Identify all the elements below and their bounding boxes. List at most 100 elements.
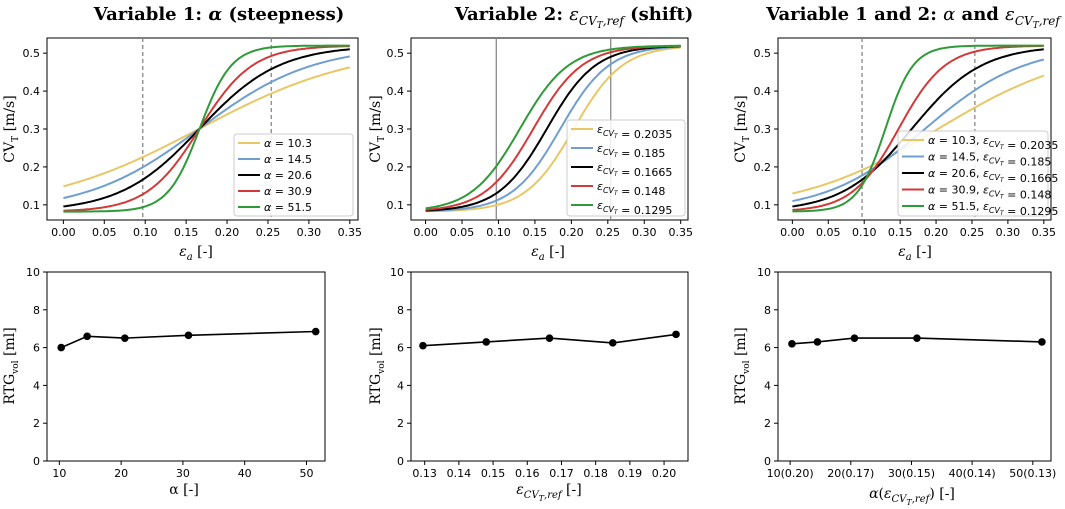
y-tick-label: 0.2 — [23, 161, 41, 174]
x-tick-label: 50 — [299, 467, 313, 480]
panel5-frame — [410, 271, 689, 462]
panel2-y-label: CVT [m/s] — [368, 95, 387, 162]
panel4-series — [57, 327, 320, 352]
rtg-point-2 — [83, 332, 91, 341]
α = 30.9, εCVT = 0.148: α = 30.9, εCVT = 0.148 — [928, 184, 1051, 202]
panel1-legend: α = 10.3 α = 14.5 α = 20.6 α = 30.9 α = 51.5 — [233, 133, 354, 217]
x-tick-label: 0.13 — [412, 467, 437, 480]
α = 30.9: α = 30.9 — [264, 185, 312, 198]
x-tick-label: 0.05 — [92, 226, 117, 239]
panel3-y-label: CVT [m/s] — [733, 95, 752, 162]
rtg-point-2 — [813, 338, 822, 346]
panel2-x-label: εa [-] — [531, 244, 565, 263]
y-tick-label: 2 — [397, 417, 404, 430]
rtg-point-1 — [788, 340, 796, 348]
x-tick-label: 0.00 — [51, 226, 76, 239]
y-tick-label: 0.4 — [387, 85, 405, 98]
α = 51.5: α = 51.5 — [264, 201, 312, 214]
y-tick-label: 8 — [764, 304, 771, 317]
x-tick-label: 0.10 — [486, 226, 511, 239]
x-tick-label: 10(0.20) — [767, 467, 814, 480]
y-tick-label: 0 — [397, 455, 404, 468]
y-tick-label: 6 — [397, 342, 404, 355]
x-tick-label: 0.30 — [996, 226, 1021, 239]
x-tick-label: 0.20 — [559, 226, 584, 239]
x-tick-label: 0.15 — [888, 226, 913, 239]
y-tick-label: 4 — [764, 379, 771, 392]
panel5-x-ticks: 0.13 0.14 0.15 0.16 0.17 0.18 0.19 0.20 — [412, 461, 676, 480]
y-tick-label: 0 — [764, 455, 771, 468]
α = 51.5, εCVT = 0.1295: α = 51.5, εCVT = 0.1295 — [928, 200, 1058, 218]
curve-series-2 — [425, 45, 681, 212]
y-tick-label: 4 — [33, 379, 40, 392]
curve-series-5 — [792, 44, 1044, 213]
y-tick-label: 0.3 — [23, 123, 41, 136]
y-tick-label: 2 — [764, 417, 771, 430]
εCVT = 0.1295: εCVT = 0.1295 — [597, 199, 672, 217]
y-tick-label: 0.4 — [754, 85, 772, 98]
α = 20.6: α = 20.6 — [264, 169, 312, 182]
panel4-y-label: RTGvol [ml] — [2, 327, 21, 404]
panel4-frame — [46, 271, 326, 462]
x-tick-label: 0.10 — [133, 226, 158, 239]
x-tick-label: 30(0.15) — [888, 467, 935, 480]
y-tick-label: 4 — [397, 379, 404, 392]
panel1-title: Variable 1: α (steepness) — [93, 4, 344, 25]
x-tick-label: 0.20 — [652, 467, 677, 480]
y-tick-label: 0.5 — [23, 47, 41, 60]
x-tick-label: 0.25 — [256, 226, 281, 239]
x-tick-label: 0.35 — [338, 226, 363, 239]
rtg-point-4 — [184, 331, 193, 340]
x-tick-label: 0.16 — [515, 467, 540, 480]
rtg-point-2 — [482, 338, 491, 346]
y-tick-label: 0 — [33, 455, 40, 468]
rtg-point-5 — [311, 327, 320, 336]
y-tick-label: 0.4 — [23, 85, 41, 98]
panel5-series — [419, 330, 680, 350]
rtg-point-1 — [57, 343, 66, 352]
panel4-y-ticks: 0 2 4 6 8 10 — [26, 266, 47, 468]
x-tick-label: 0.00 — [413, 226, 438, 239]
y-tick-label: 0.1 — [754, 199, 772, 212]
panel1-legend-box — [233, 133, 354, 217]
α = 14.5, εCVT = 0.185: α = 14.5, εCVT = 0.185 — [928, 151, 1051, 169]
panel5-x-label: εCVT,ref [-] — [516, 482, 581, 503]
panel1-y-ticks: 0.1 0.2 0.3 0.4 0.5 — [23, 47, 47, 212]
curve-series-1 — [425, 46, 681, 213]
curve-series-1 — [63, 66, 351, 188]
curve-series-5 — [425, 44, 681, 210]
panel2-title: Variable 2: εCVT,ref (shift) — [454, 4, 694, 31]
curve-series-3 — [792, 48, 1044, 208]
x-tick-label: 0.20 — [215, 226, 240, 239]
curve-series-2 — [63, 55, 350, 199]
rtg-point-5 — [1038, 338, 1046, 346]
rtg-point-3 — [121, 334, 129, 342]
panel1-curves — [63, 44, 351, 213]
panel6-y-label: RTGvol [ml] — [733, 327, 752, 404]
y-tick-label: 10 — [757, 266, 771, 279]
εCVT = 0.148: εCVT = 0.148 — [597, 180, 665, 198]
x-tick-label: 0.25 — [596, 226, 621, 239]
x-tick-label: 0.35 — [1032, 226, 1057, 239]
curve-series-3 — [425, 45, 681, 212]
panel6-frame — [777, 271, 1052, 462]
x-tick-label: 20(0.17) — [827, 467, 874, 480]
εCVT = 0.1665: εCVT = 0.1665 — [597, 161, 672, 179]
εCVT = 0.185: εCVT = 0.185 — [597, 142, 665, 160]
y-tick-label: 10 — [26, 266, 40, 279]
x-tick-label: 0.05 — [450, 226, 475, 239]
panel3-legend-box — [897, 130, 1049, 217]
panel3-x-label: εa [-] — [898, 244, 932, 263]
y-tick-label: 0.2 — [754, 161, 772, 174]
curve-series-4 — [792, 44, 1044, 211]
panel3-x-ticks: 0.00 0.05 0.10 0.15 0.20 0.25 0.30 0.35 — [780, 220, 1056, 239]
x-tick-label: 0.17 — [549, 467, 574, 480]
α = 10.3, εCVT = 0.2035: α = 10.3, εCVT = 0.2035 — [928, 134, 1058, 152]
y-tick-label: 0.5 — [754, 47, 772, 60]
panel4-x-label: α [-] — [169, 482, 199, 498]
rtg-point-1 — [419, 341, 427, 350]
x-tick-label: 0.20 — [924, 226, 949, 239]
panel2-x-ticks: 0.00 0.05 0.10 0.15 0.20 0.25 0.30 0.35 — [413, 220, 693, 239]
panel6-series — [788, 334, 1046, 348]
